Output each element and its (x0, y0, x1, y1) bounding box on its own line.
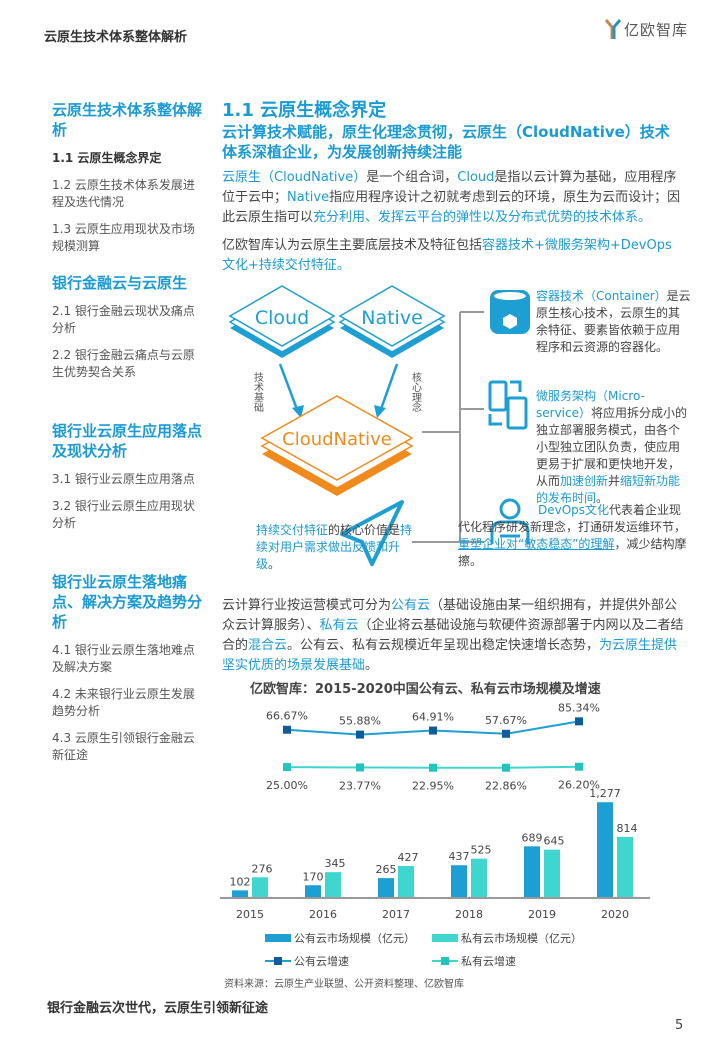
devops-person-icon (490, 498, 530, 544)
svg-text:私有云增速: 私有云增速 (461, 954, 516, 968)
svg-text:814: 814 (617, 822, 638, 835)
chart-legend: 公有云市场规模（亿元） 私有云市场规模（亿元） 公有云增速 私有云增速 (265, 931, 582, 968)
cloud-block: Cloud (228, 285, 336, 358)
svg-text:私有云市场规模（亿元）: 私有云市场规模（亿元） (461, 931, 582, 945)
svg-text:Cloud: Cloud (255, 307, 309, 329)
svg-text:345: 345 (325, 857, 346, 870)
toc-item-1-2[interactable]: 1.2 云原生技术体系发展进程及迭代情况 (52, 178, 195, 209)
native-block: Native (338, 285, 446, 358)
toc-item-1-1[interactable]: 1.1 云原生概念界定 (52, 151, 162, 165)
logo: 亿欧智库 (605, 18, 688, 40)
toc-item-3-1[interactable]: 3.1 银行业云原生应用落点 (52, 472, 195, 486)
page-number: 5 (675, 1018, 684, 1033)
svg-text:公有云市场规模（亿元）: 公有云市场规模（亿元） (294, 931, 415, 945)
header-title: 云原生技术体系整体解析 (44, 30, 188, 45)
toc-item-4-1[interactable]: 4.1 银行业云原生落地难点及解决方案 (52, 643, 195, 674)
section-subtitle: 云计算技术赋能，原生化理念贯彻，云原生（CloudNative）技术体系深植企业… (222, 123, 670, 161)
svg-text:66.67%: 66.67% (266, 710, 308, 723)
svg-text:2019: 2019 (528, 908, 556, 921)
svg-text:102: 102 (230, 875, 251, 888)
cloudnative-block: CloudNative (260, 395, 414, 496)
container-desc: 容器技术（Container）是云原生核心技术，云原生的其余特征、要素皆依赖于应… (536, 289, 691, 354)
svg-text:265: 265 (376, 863, 397, 876)
svg-text:2015: 2015 (236, 908, 264, 921)
toc-section-2[interactable]: 银行金融云与云原生 (52, 274, 188, 292)
svg-text:689: 689 (522, 831, 543, 844)
svg-text:427: 427 (398, 851, 419, 864)
microservice-desc: 微服务架构（Micro-service）将应用拆分成小的独立部署服务模式，由各个… (536, 389, 688, 505)
toc-item-4-3[interactable]: 4.3 云原生引领银行金融云新征途 (52, 731, 195, 762)
svg-text:技术基础: 技术基础 (252, 371, 264, 412)
logo-icon (605, 19, 621, 39)
svg-text:2020: 2020 (601, 908, 629, 921)
svg-text:1,277: 1,277 (589, 787, 621, 800)
paper-plane-icon (340, 500, 404, 566)
svg-text:CloudNative: CloudNative (282, 429, 392, 450)
chart-title: 亿欧智库：2015-2020中国公有云、私有云市场规模及增速 (250, 682, 601, 697)
devops-desc: DevOps文化代表着企业现代化程序研发新理念，打通研发运维环节，重塑企业对“敏… (458, 503, 687, 568)
svg-text:23.77%: 23.77% (339, 779, 381, 792)
toc-section-4[interactable]: 银行业云原生落地痛点、解决方案及趋势分析 (52, 573, 203, 631)
svg-text:525: 525 (471, 844, 492, 857)
svg-text:2016: 2016 (309, 908, 337, 921)
svg-text:57.67%: 57.67% (485, 714, 527, 727)
svg-text:64.91%: 64.91% (412, 711, 454, 724)
cloudnative-diagram: Cloud Native 技术基础 核心理念 CloudNative (222, 284, 692, 589)
microservice-icon (488, 380, 528, 430)
svg-text:核心理念: 核心理念 (410, 371, 422, 412)
sidebar-toc: 云原生技术体系整体解析 1.1 云原生概念界定 1.2 云原生技术体系发展进程及… (52, 100, 202, 774)
toc-item-2-1[interactable]: 2.1 银行金融云现状及痛点分析 (52, 304, 195, 335)
toc-item-3-2[interactable]: 3.2 银行业云原生应用现状分析 (52, 499, 195, 530)
svg-text:276: 276 (252, 862, 273, 875)
section-title: 1.1 云原生概念界定 (222, 100, 387, 121)
cd-desc: 持续交付特征的核心价值是持续对用户需求做出反馈和升级。 (256, 523, 413, 571)
toc-section-1[interactable]: 云原生技术体系整体解析 (52, 101, 203, 139)
svg-text:2017: 2017 (382, 908, 410, 921)
svg-text:2018: 2018 (455, 908, 483, 921)
svg-text:85.34%: 85.34% (558, 701, 600, 714)
main-content: 1.1 云原生概念界定 云计算技术赋能，原生化理念贯彻，云原生（CloudNat… (222, 100, 682, 276)
svg-text:55.88%: 55.88% (339, 715, 381, 728)
paragraph-definition: 云原生（CloudNative）是一个组合词，Cloud是指以云计算为基础，应用… (222, 170, 681, 225)
svg-text:26.20%: 26.20% (558, 779, 600, 792)
toc-item-1-3[interactable]: 1.3 云原生应用现状及市场规模测算 (52, 222, 195, 253)
chart-source: 资料来源：云原生产业联盟、公开资料整理、亿欧智库 (224, 979, 464, 990)
toc-item-2-2[interactable]: 2.2 银行金融云痛点与云原生优势契合关系 (52, 348, 195, 379)
svg-text:645: 645 (544, 835, 565, 848)
paragraph-cloud-types: 云计算行业按运营模式可分为公有云（基础设施由某一组织拥有，并提供外部公众云计算服… (222, 598, 684, 673)
logo-text: 亿欧智库 (624, 20, 689, 39)
footer-title: 银行金融云次世代，云原生引领新征途 (47, 1001, 269, 1016)
toc-section-3[interactable]: 银行业云原生应用落点及现状分析 (52, 422, 203, 460)
paragraph-features: 亿欧智库认为云原生主要底层技术及特征包括容器技术+微服务架构+DevOps文化+… (222, 238, 672, 273)
svg-text:170: 170 (303, 870, 324, 883)
svg-text:22.86%: 22.86% (485, 780, 527, 793)
svg-text:437: 437 (449, 850, 470, 863)
svg-text:22.95%: 22.95% (412, 780, 454, 793)
svg-text:25.00%: 25.00% (266, 779, 308, 792)
svg-text:Native: Native (361, 307, 423, 329)
container-icon (490, 290, 530, 334)
toc-item-4-2[interactable]: 4.2 未来银行业云原生发展趋势分析 (52, 687, 195, 718)
svg-text:公有云增速: 公有云增速 (294, 954, 349, 968)
